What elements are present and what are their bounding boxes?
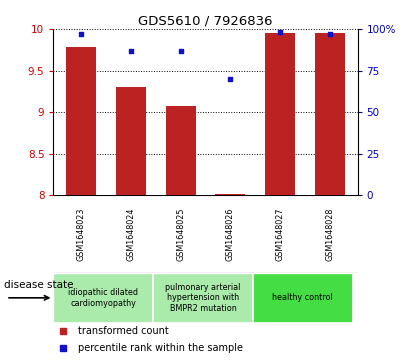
Point (127, 48, 134, 54)
Point (227, 76, 234, 82)
Point (78, 31, 84, 37)
Text: GSM1648028: GSM1648028 (326, 207, 335, 261)
Text: GSM1648027: GSM1648027 (276, 207, 285, 261)
Point (327, 31, 333, 37)
Text: healthy control: healthy control (272, 293, 333, 302)
Bar (215, 194, 245, 195)
Bar (253, 273, 353, 323)
Text: transformed count: transformed count (78, 326, 169, 336)
Text: disease state: disease state (4, 280, 74, 290)
Title: GDS5610 / 7926836: GDS5610 / 7926836 (138, 15, 273, 28)
Text: GSM1648025: GSM1648025 (176, 207, 185, 261)
Bar (116, 87, 145, 195)
Text: idiopathic dilated
cardiomyopathy: idiopathic dilated cardiomyopathy (68, 288, 138, 307)
Text: GSM1648026: GSM1648026 (226, 207, 235, 261)
Text: GSM1648023: GSM1648023 (76, 207, 85, 261)
Text: percentile rank within the sample: percentile rank within the sample (78, 343, 243, 352)
Bar (166, 106, 196, 195)
Text: pulmonary arterial
hypertension with
BMPR2 mutation: pulmonary arterial hypertension with BMP… (165, 283, 241, 313)
Bar (266, 33, 295, 195)
Bar (153, 273, 253, 323)
Point (177, 48, 184, 54)
Bar (66, 47, 96, 195)
Bar (53, 273, 153, 323)
Point (277, 29, 284, 35)
Bar (315, 33, 345, 195)
Text: GSM1648024: GSM1648024 (126, 207, 135, 261)
